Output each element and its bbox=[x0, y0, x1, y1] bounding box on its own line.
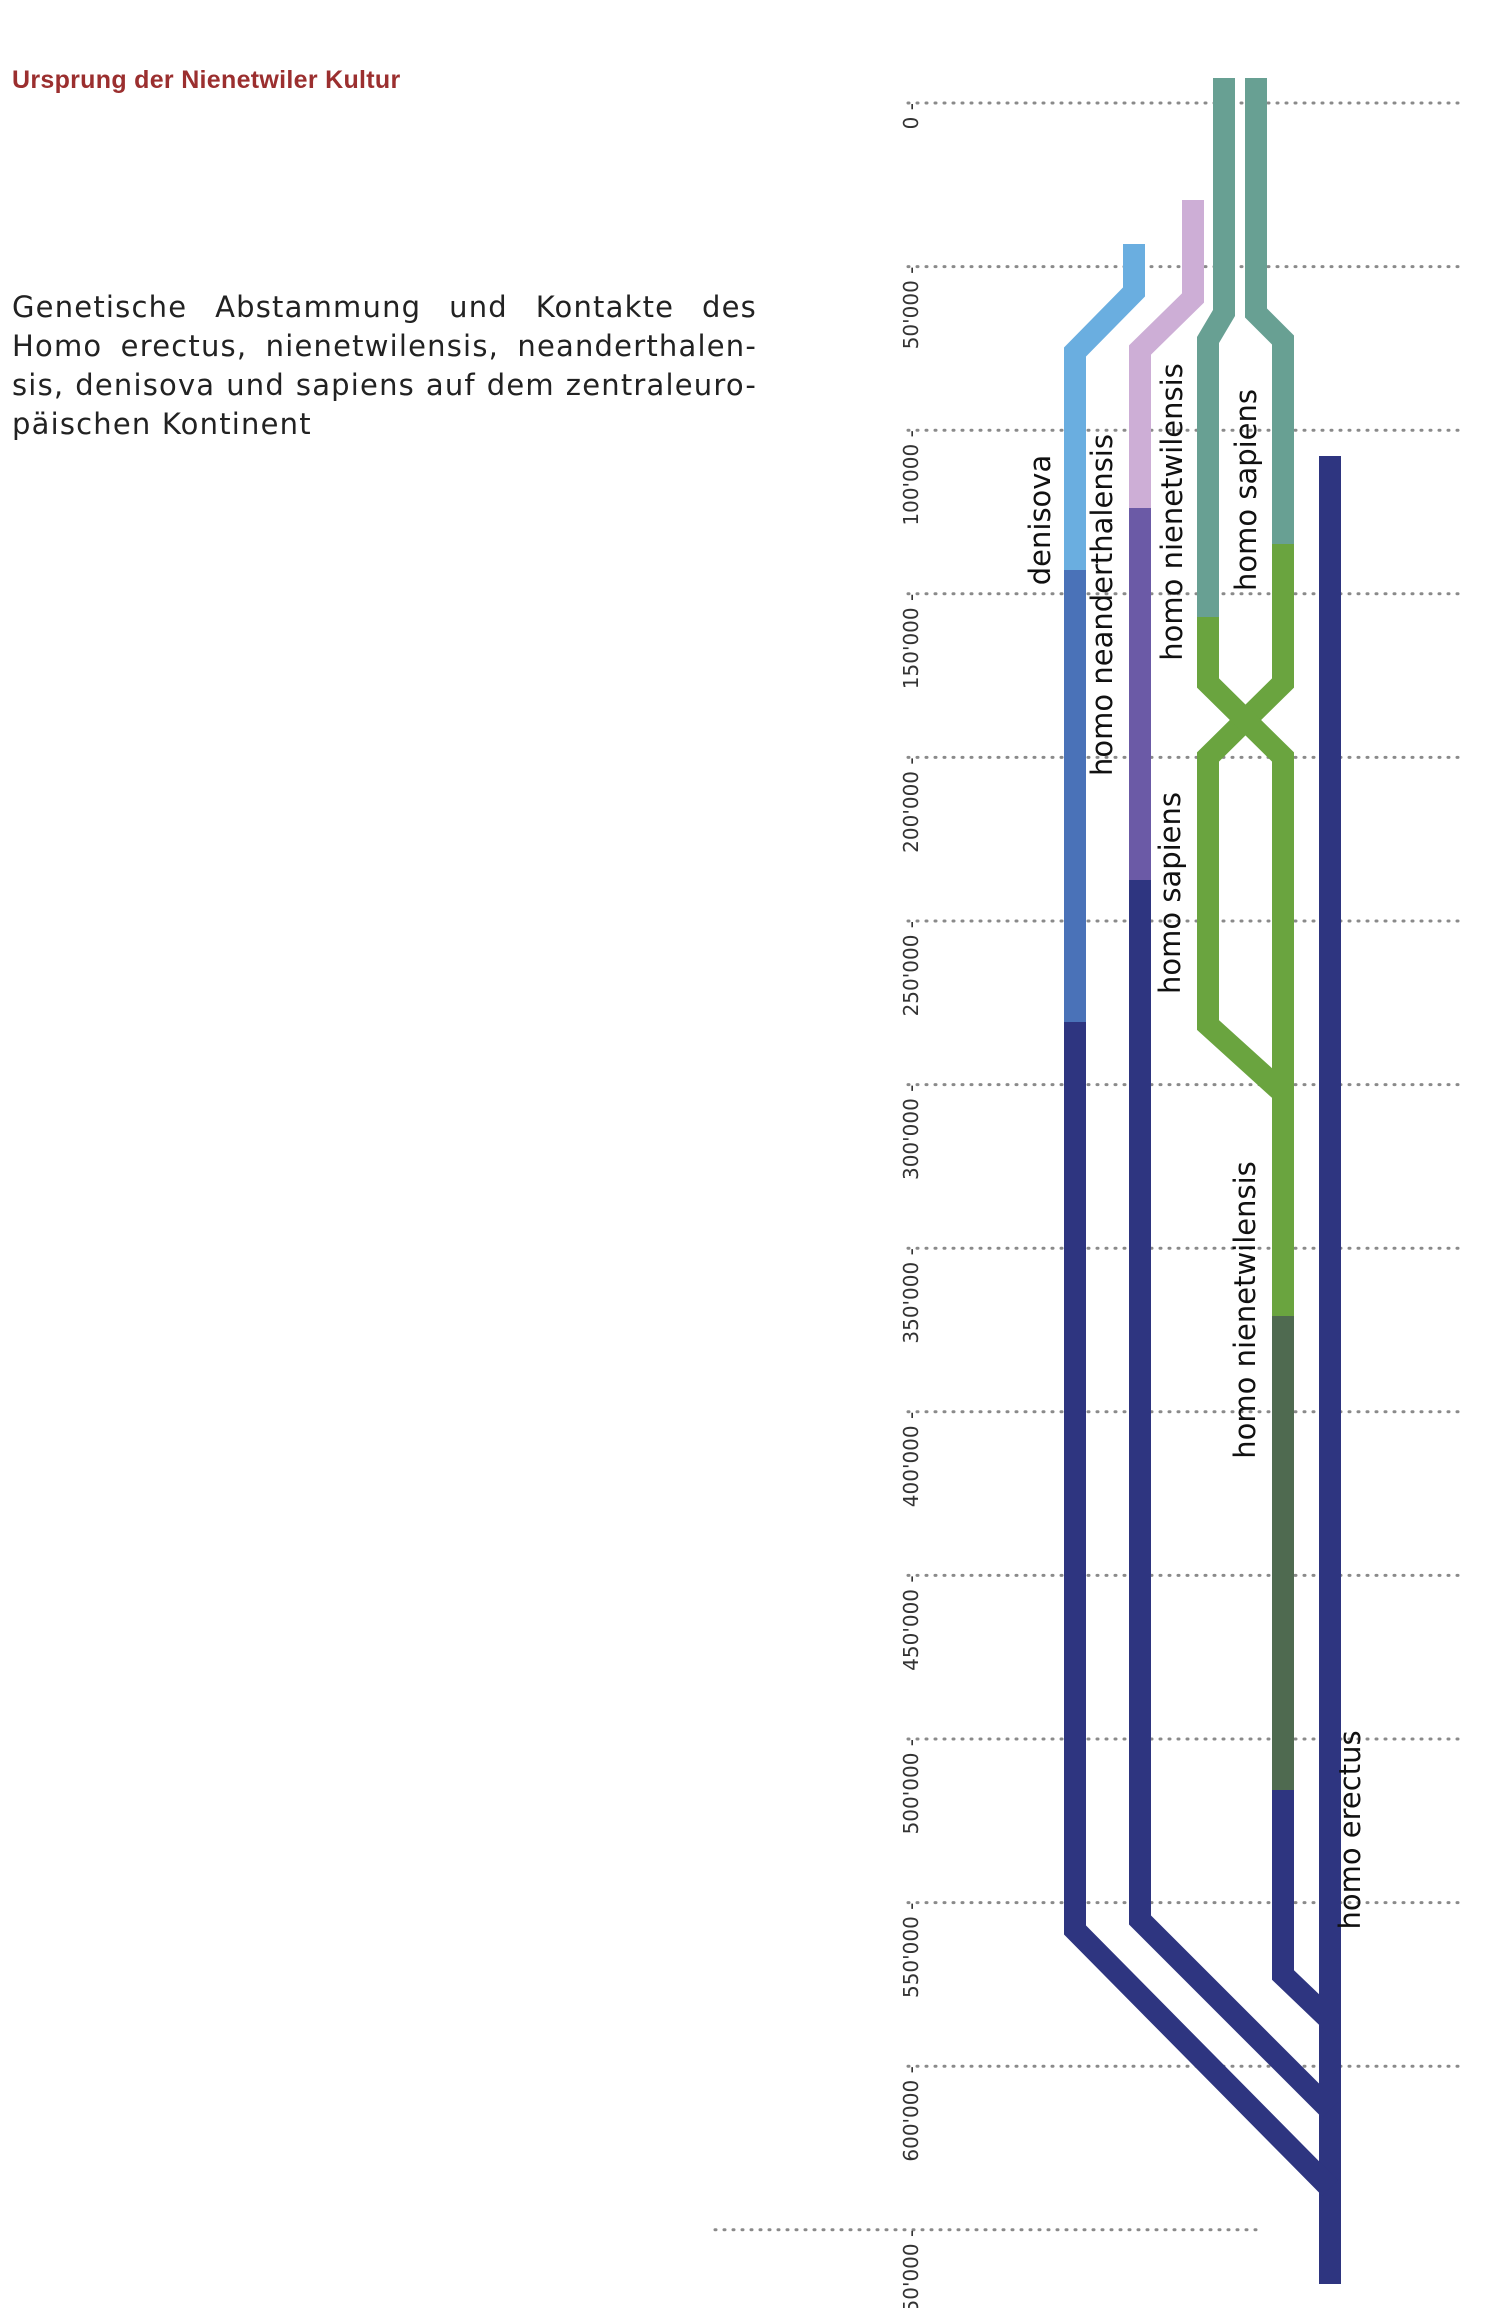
label-erectus: homo erectus bbox=[1333, 1730, 1367, 1929]
tick-label: 150'000 - bbox=[899, 594, 923, 689]
label-denisova: denisova bbox=[1023, 455, 1057, 585]
tick-label: 500'000 - bbox=[899, 1739, 923, 1834]
tick-label: 300'000 - bbox=[899, 1085, 923, 1180]
label-sapiens-middle: homo sapiens bbox=[1153, 792, 1187, 994]
nienetwilensis-upper-teal bbox=[1197, 78, 1235, 617]
tick-label: 600'000 - bbox=[899, 2066, 923, 2161]
time-grid bbox=[713, 101, 1464, 2232]
neanderthal-branch-base bbox=[1129, 880, 1338, 2118]
page-title: Ursprung der Nienetwiler Kultur bbox=[12, 66, 401, 94]
lineages bbox=[1064, 78, 1341, 2284]
tick-label: 0 - bbox=[899, 103, 923, 129]
tick-label: 100'000 - bbox=[899, 430, 923, 525]
tick-label: 400'000 - bbox=[899, 1412, 923, 1507]
tick-label: 450'000 - bbox=[899, 1575, 923, 1670]
neanderthal-late-segment bbox=[1129, 200, 1204, 508]
intro-text: Genetische Abstammung und Kontakte des H… bbox=[12, 290, 757, 441]
lineage-labels: denisova homo neanderthalensis homo nien… bbox=[1023, 363, 1367, 1929]
sapiens-upper-teal bbox=[1245, 78, 1294, 544]
sapiens-loop-right bbox=[1197, 617, 1294, 1093]
tick-label: 50'000 - bbox=[899, 267, 923, 350]
tick-label: 200'000 - bbox=[899, 757, 923, 852]
label-nienetwilensis-upper: homo nienetwilensis bbox=[1155, 363, 1189, 661]
tick-label: 550'000 - bbox=[899, 1903, 923, 1998]
label-nienetwilensis-lower: homo nienetwilensis bbox=[1228, 1161, 1262, 1459]
denisova-late-segment bbox=[1064, 244, 1145, 570]
denisova-branch-base bbox=[1064, 1022, 1338, 2196]
label-neanderthalensis: homo neanderthalensis bbox=[1085, 434, 1119, 776]
tick-label: 650'000 - bbox=[899, 2230, 923, 2308]
label-sapiens-upper: homo sapiens bbox=[1229, 389, 1263, 591]
tick-label: 250'000 - bbox=[899, 921, 923, 1016]
tick-label: 350'000 - bbox=[899, 1248, 923, 1343]
time-axis-labels: 0 - 50'000 - 100'000 - 150'000 - 200'000 - 25… bbox=[899, 103, 923, 2308]
sapiens-loop-left bbox=[1197, 544, 1294, 1102]
nienetwilensis-branch-base bbox=[1272, 1790, 1338, 2028]
